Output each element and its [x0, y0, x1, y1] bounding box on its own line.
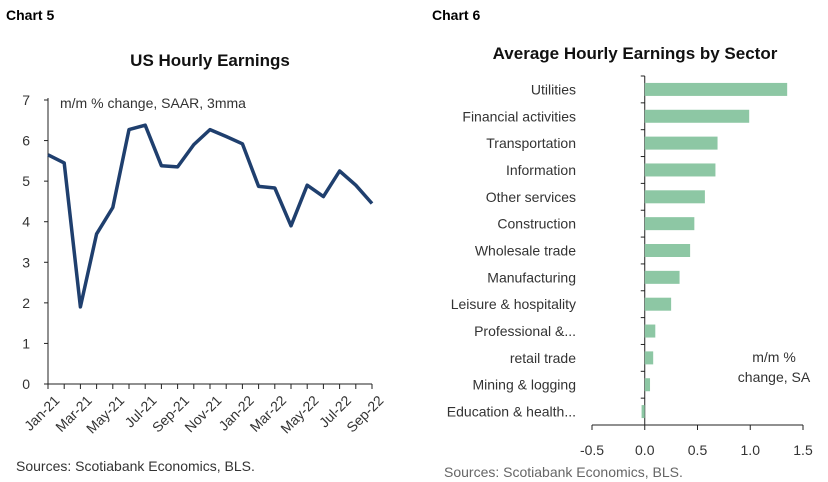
bar-chart-category-label: Leisure & hospitality — [451, 296, 576, 312]
line-chart-y-tick-label: 7 — [22, 92, 30, 108]
bar-chart-x-tick-label: -0.5 — [580, 442, 604, 458]
chart-6-heading: Chart 6 — [432, 7, 481, 23]
line-chart: m/m % change, SAAR, 3mma 01234567Jan-21M… — [21, 92, 387, 436]
bar-chart-category-label: Education & health... — [447, 404, 576, 420]
bar-chart-bar — [644, 190, 705, 204]
bar-chart-x-tick-label: 1.0 — [741, 442, 761, 458]
bar-chart-bar — [644, 82, 788, 96]
line-chart-x-tick-label: Nov-21 — [181, 392, 224, 435]
bar-chart-bar — [644, 163, 716, 177]
line-chart-y-tick-label: 1 — [22, 335, 30, 351]
bar-chart-bar — [644, 351, 654, 365]
bar-chart-bar — [644, 109, 750, 123]
line-chart-y-tick-label: 6 — [22, 133, 30, 149]
line-chart-title: US Hourly Earnings — [130, 51, 290, 70]
bar-chart-category-label: Transportation — [486, 135, 576, 151]
bar-chart-x-tick-label: 0.5 — [688, 442, 708, 458]
bar-chart-bar — [641, 405, 645, 419]
bar-chart-category-label: Information — [506, 162, 576, 178]
bar-chart-x-tick-label: 1.5 — [793, 442, 813, 458]
bar-chart-x-tick-label: 0.0 — [635, 442, 655, 458]
bar-chart-bar — [644, 297, 672, 311]
line-chart-y-tick-label: 2 — [22, 295, 30, 311]
bar-chart-category-label: retail trade — [510, 350, 576, 366]
line-chart-source: Sources: Scotiabank Economics, BLS. — [16, 458, 255, 474]
bar-chart-bar — [644, 378, 651, 392]
bar-chart-bar — [644, 136, 718, 150]
line-chart-y-tick-label: 5 — [22, 173, 30, 189]
line-chart-series-line — [47, 123, 374, 309]
bar-chart-category-label: Utilities — [531, 81, 576, 97]
bar-chart-category-label: Other services — [486, 189, 576, 205]
bar-chart-category-label: Construction — [497, 216, 576, 232]
bar-chart-bar — [644, 217, 695, 231]
bar-chart-category-label: Manufacturing — [487, 269, 576, 285]
bar-chart-title: Average Hourly Earnings by Sector — [492, 44, 778, 63]
line-chart-y-tick-label: 0 — [22, 376, 30, 392]
bar-chart: m/m % change, SA -0.5 0.0 0.5 1.0 1.5 Utiliti… — [447, 75, 813, 458]
chart-5-heading: Chart 5 — [6, 7, 55, 23]
bar-chart-category-label: Financial activities — [462, 108, 576, 124]
bar-chart-annotation-line2: change, SA — [738, 369, 811, 385]
line-chart-x-tick-label: Sep-22 — [343, 392, 386, 435]
bar-chart-category-label: Mining & logging — [472, 377, 576, 393]
bar-chart-category-label: Wholesale trade — [475, 243, 576, 259]
line-chart-y-tick-label: 4 — [22, 214, 30, 230]
bar-chart-bar — [644, 324, 656, 338]
bar-chart-source: Sources: Scotiabank Economics, BLS. — [444, 464, 683, 480]
bar-chart-bar — [644, 270, 680, 284]
bar-chart-category-label: Professional &... — [474, 323, 576, 339]
line-chart-y-tick-label: 3 — [22, 254, 30, 270]
line-chart-annotation: m/m % change, SAAR, 3mma — [60, 95, 246, 111]
bar-chart-bar — [644, 244, 691, 257]
bar-chart-annotation-line1: m/m % — [752, 349, 796, 365]
